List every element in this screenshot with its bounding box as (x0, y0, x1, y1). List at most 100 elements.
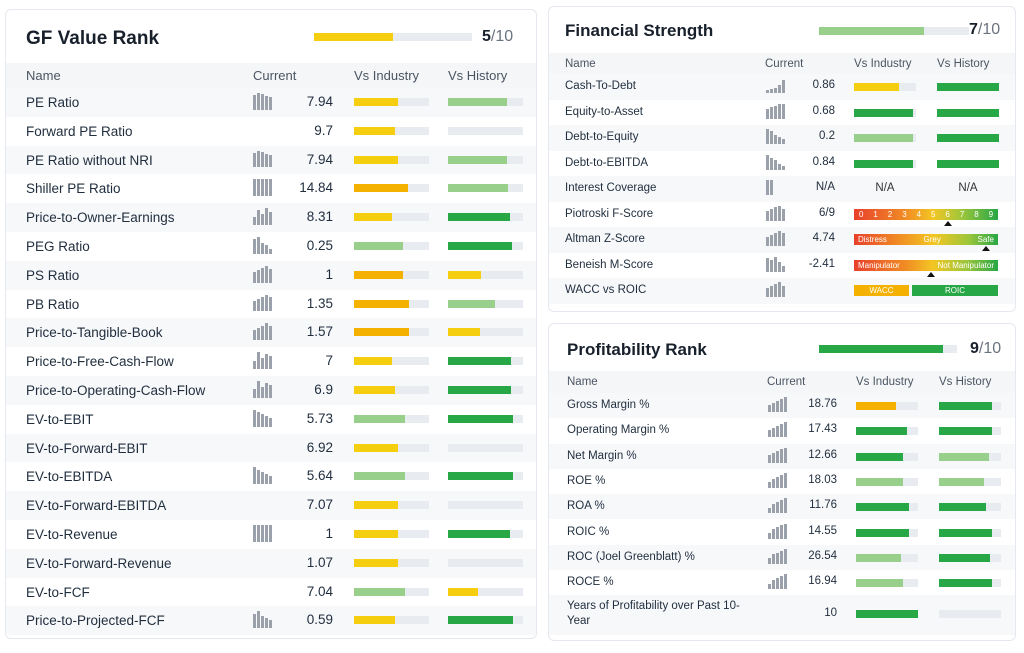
bar-fill (354, 98, 398, 106)
sparkline-icon[interactable] (766, 103, 785, 119)
gf-row-value: 1.07 (306, 554, 333, 570)
spark-bar (770, 260, 773, 272)
sparkline-icon[interactable] (768, 447, 787, 463)
bar-fill (354, 357, 392, 366)
sparkline-icon[interactable] (766, 180, 773, 196)
spark-bar (766, 180, 769, 196)
pr-row-name[interactable]: ROE % (567, 474, 606, 487)
piotroski-tick: 0 (858, 209, 864, 219)
sparkline-icon[interactable] (766, 129, 785, 145)
fs-history-bar (937, 108, 999, 117)
sparkline-icon[interactable] (768, 472, 787, 489)
fs-row-name[interactable]: Piotroski F-Score (565, 207, 654, 220)
sparkline-icon[interactable] (768, 498, 787, 514)
gf-history-bar (448, 213, 523, 222)
sparkline-icon[interactable] (253, 265, 272, 283)
sparkline-icon[interactable] (253, 525, 272, 542)
pr-row-value: 18.03 (808, 473, 837, 486)
spark-bar (766, 287, 769, 298)
gf-row-name[interactable]: PE Ratio (26, 95, 80, 110)
gf-row-name[interactable]: EV-to-Forward-EBITDA (26, 498, 167, 514)
sparkline-icon[interactable] (253, 323, 272, 341)
sparkline-icon[interactable] (766, 78, 785, 94)
spark-bar (770, 180, 773, 196)
gf-row-name[interactable]: EV-to-EBIT (26, 411, 94, 427)
gf-row-name[interactable]: Shiller PE Ratio (26, 181, 121, 197)
sparkline-icon[interactable] (766, 205, 785, 221)
pr-row-name[interactable]: ROIC % (567, 525, 610, 538)
fs-altman-scale: Distress Grey Safe (854, 234, 998, 245)
gf-row-name[interactable]: EV-to-Revenue (26, 527, 118, 542)
beneish-label: Manipulator (858, 260, 900, 270)
pr-row-name[interactable]: ROA % (567, 500, 605, 513)
sparkline-icon[interactable] (768, 548, 787, 564)
sparkline-icon[interactable] (766, 282, 785, 298)
fs-row-name[interactable]: Equity-to-Asset (565, 105, 643, 118)
gf-history-bar (448, 98, 523, 106)
fs-row-name[interactable]: WACC vs ROIC (565, 284, 647, 296)
gf-row-name[interactable]: Price-to-Projected-FCF (26, 613, 165, 629)
spark-bar (772, 554, 775, 564)
sparkline-icon[interactable] (253, 179, 272, 197)
pr-row-name[interactable]: Operating Margin % (567, 424, 670, 437)
gf-row-name[interactable]: Price-to-Operating-Cash-Flow (26, 383, 206, 398)
sparkline-icon[interactable] (768, 574, 787, 590)
spark-bar (257, 352, 260, 369)
gf-row-name[interactable]: Price-to-Tangible-Book (26, 325, 163, 341)
gf-industry-bar (354, 270, 429, 279)
gf-row-name[interactable]: EV-to-EBITDA (26, 469, 113, 485)
sparkline-icon[interactable] (766, 231, 785, 247)
pr-row-name[interactable]: Net Margin % (567, 449, 637, 462)
sparkline-icon[interactable] (253, 208, 272, 225)
fs-row-name[interactable]: Cash-To-Debt (565, 80, 636, 92)
sparkline-icon[interactable] (766, 154, 785, 170)
gf-industry-bar (354, 299, 429, 308)
pr-row-name[interactable]: ROC (Joel Greenblatt) % (567, 550, 695, 563)
sparkline-icon[interactable] (253, 381, 272, 398)
sparkline-icon[interactable] (768, 397, 787, 413)
fs-row-name[interactable]: Debt-to-Equity (565, 131, 639, 143)
gf-row-name[interactable]: PS Ratio (26, 267, 80, 283)
pr-row-name[interactable]: ROCE % (567, 576, 614, 589)
spark-bar (257, 381, 260, 398)
gf-row-name[interactable]: PE Ratio without NRI (26, 152, 153, 168)
spark-bar (770, 234, 773, 247)
gf-row-name[interactable]: Price-to-Owner-Earnings (26, 210, 175, 226)
spark-bar (774, 283, 777, 298)
sparkline-icon[interactable] (253, 467, 272, 485)
altman-label: Distress (858, 235, 887, 244)
spark-bar (265, 416, 268, 427)
gf-row-name[interactable]: Forward PE Ratio (26, 123, 133, 139)
sparkline-icon[interactable] (253, 93, 272, 110)
bar-fill (354, 328, 409, 337)
gf-row-name[interactable]: EV-to-FCF (26, 584, 90, 600)
fs-table-row: WACC vs ROIC WACC ROIC (549, 278, 1015, 304)
spark-bar (261, 151, 264, 168)
fs-row-name[interactable]: Beneish M-Score (565, 258, 654, 271)
sparkline-icon[interactable] (253, 409, 272, 427)
sparkline-icon[interactable] (253, 352, 272, 369)
pr-row-name[interactable]: Gross Margin % (567, 399, 650, 411)
bar-fill (354, 270, 403, 279)
gf-row-name[interactable]: EV-to-Forward-EBIT (26, 440, 148, 456)
fs-beneish-marker (927, 271, 935, 277)
spark-bar (261, 325, 264, 341)
sparkline-icon[interactable] (253, 150, 272, 168)
sparkline-icon[interactable] (766, 256, 785, 272)
gf-row-name[interactable]: PEG Ratio (26, 239, 90, 254)
fs-row-name[interactable]: Interest Coverage (565, 182, 657, 194)
fs-row-name[interactable]: Debt-to-EBITDA (565, 156, 649, 169)
spark-bar (269, 475, 272, 485)
fs-row-name[interactable]: Altman Z-Score (565, 233, 645, 245)
gf-row-name[interactable]: EV-to-Forward-Revenue (26, 555, 172, 571)
gf-industry-bar (354, 155, 429, 164)
sparkline-icon[interactable] (253, 294, 272, 312)
gf-row-name[interactable]: PB Ratio (26, 296, 80, 312)
spark-bar (770, 107, 773, 119)
sparkline-icon[interactable] (768, 422, 787, 438)
sparkline-icon[interactable] (253, 611, 272, 629)
pr-row-name[interactable]: Years of Profitability over Past 10-Year (567, 600, 740, 628)
sparkline-icon[interactable] (768, 523, 787, 539)
sparkline-icon[interactable] (253, 237, 272, 254)
gf-row-name[interactable]: Price-to-Free-Cash-Flow (26, 354, 174, 370)
